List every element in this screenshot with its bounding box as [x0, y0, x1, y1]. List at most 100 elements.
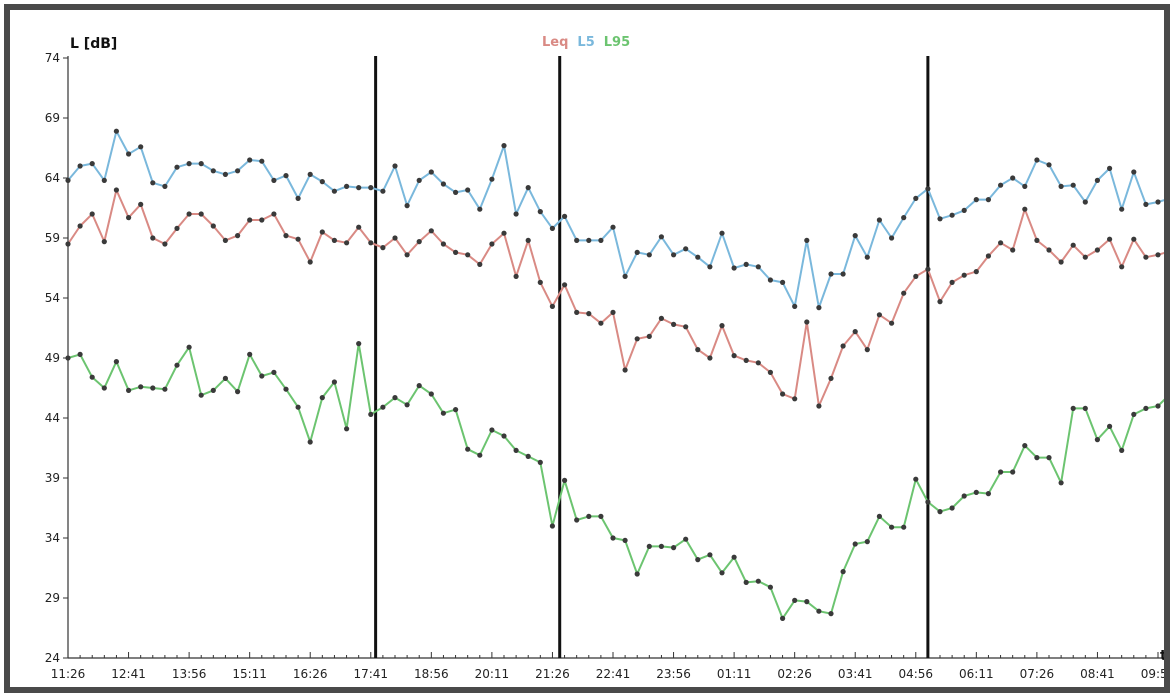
data-point-l5 — [283, 173, 289, 179]
data-point-l5 — [1034, 157, 1040, 163]
data-point-leq — [222, 237, 228, 243]
data-point-leq — [416, 239, 422, 245]
data-point-l5 — [101, 177, 107, 183]
data-point-l5 — [235, 168, 241, 174]
data-point-l95 — [840, 569, 846, 575]
data-point-leq — [961, 272, 967, 278]
data-point-leq — [574, 309, 580, 315]
data-point-l5 — [477, 206, 483, 212]
y-tick-label: 64 — [45, 171, 60, 185]
x-tick-label: 06:11 — [959, 667, 994, 681]
data-point-l5 — [162, 183, 168, 189]
data-point-leq — [828, 375, 834, 381]
data-point-leq — [162, 241, 168, 247]
data-point-leq — [985, 253, 992, 259]
y-axis-title: L [dB] — [70, 36, 117, 52]
data-point-l95 — [295, 404, 301, 410]
data-point-leq — [913, 273, 919, 279]
axes — [63, 56, 1164, 659]
data-point-l5 — [489, 176, 495, 182]
data-point-l5 — [816, 305, 822, 311]
x-tick-label: 21:26 — [535, 667, 570, 681]
data-point-leq — [767, 369, 774, 375]
x-tick-label: 20:11 — [475, 667, 510, 681]
legend-item-l5: L5 — [577, 35, 594, 50]
data-point-l95 — [767, 584, 774, 590]
data-point-leq — [804, 319, 810, 325]
data-point-leq — [658, 315, 665, 321]
data-point-leq — [671, 321, 677, 327]
data-point-leq — [368, 240, 374, 246]
data-point-leq — [973, 269, 979, 275]
data-point-l95 — [634, 571, 640, 577]
x-tick-label: 12:41 — [111, 667, 146, 681]
data-point-l5 — [1010, 175, 1016, 181]
data-point-leq — [876, 312, 883, 318]
data-point-leq — [1143, 254, 1149, 260]
data-point-l5 — [77, 163, 83, 169]
data-point-l5 — [1119, 206, 1125, 212]
data-point-l95 — [453, 407, 459, 413]
data-point-leq — [453, 249, 459, 255]
data-point-l95 — [65, 355, 71, 361]
y-tick-label: 29 — [45, 591, 60, 605]
data-point-l95 — [925, 499, 931, 505]
data-point-l5 — [731, 265, 737, 271]
data-point-l95 — [416, 383, 422, 389]
data-point-l5 — [259, 158, 265, 164]
data-point-leq — [344, 240, 350, 246]
data-point-l95 — [501, 433, 507, 439]
data-point-l5 — [428, 169, 434, 175]
data-point-l95 — [283, 386, 289, 392]
data-point-l95 — [658, 543, 665, 550]
data-point-l5 — [804, 237, 810, 243]
data-point-leq — [925, 266, 931, 272]
data-point-l95 — [356, 341, 362, 347]
x-tick-label: 22:41 — [596, 667, 631, 681]
data-point-l95 — [828, 611, 834, 617]
data-point-l95 — [440, 410, 446, 416]
data-point-l5 — [610, 224, 616, 230]
data-point-l5 — [998, 182, 1004, 188]
data-point-l5 — [138, 144, 144, 150]
data-point-leq — [404, 252, 410, 258]
data-point-l95 — [574, 517, 580, 523]
data-point-l5 — [126, 151, 132, 157]
data-point-l5 — [404, 203, 410, 209]
data-point-leq — [707, 355, 713, 361]
data-point-l5 — [634, 249, 640, 255]
data-point-l5 — [1107, 165, 1113, 171]
data-point-leq — [598, 320, 604, 326]
data-point-leq — [77, 223, 83, 229]
data-point-leq — [549, 303, 556, 309]
data-point-l95 — [998, 469, 1004, 475]
data-point-l95 — [186, 344, 192, 350]
data-point-l5 — [840, 271, 846, 277]
data-point-l5 — [198, 161, 204, 167]
data-point-l95 — [816, 608, 822, 614]
data-point-l5 — [247, 157, 253, 163]
data-point-leq — [695, 347, 701, 353]
data-point-leq — [634, 336, 640, 342]
data-point-leq — [1155, 252, 1161, 258]
y-tick-label: 34 — [45, 531, 60, 545]
data-point-l5 — [368, 185, 374, 191]
data-point-l5 — [513, 211, 519, 217]
data-point-l5 — [864, 254, 870, 260]
data-point-l95 — [549, 523, 556, 529]
data-point-l5 — [537, 209, 543, 215]
data-point-leq — [307, 259, 313, 265]
x-tick-label: 03:41 — [838, 667, 873, 681]
data-point-l95 — [1058, 480, 1064, 486]
data-point-l95 — [465, 446, 471, 452]
data-point-l95 — [610, 535, 616, 541]
legend-item-leq: Leq — [542, 35, 568, 50]
data-point-leq — [477, 261, 483, 267]
data-point-l5 — [1058, 183, 1064, 189]
data-point-l5 — [961, 207, 967, 213]
data-point-leq — [816, 403, 822, 409]
data-point-leq — [1046, 247, 1052, 253]
data-point-leq — [1094, 247, 1100, 253]
data-point-leq — [259, 217, 265, 223]
data-point-leq — [864, 347, 870, 353]
